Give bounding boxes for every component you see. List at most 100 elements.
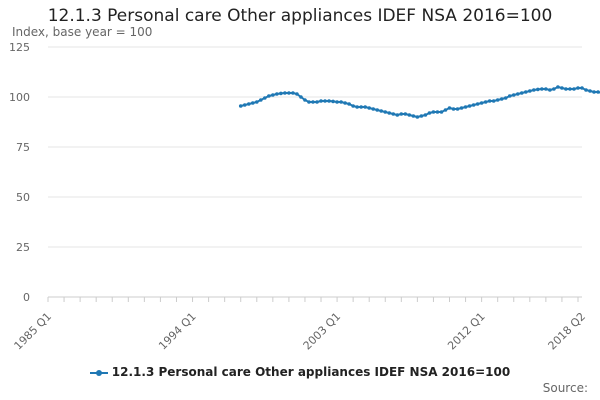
- data-point: [584, 88, 588, 92]
- data-point: [548, 88, 552, 92]
- data-point: [303, 98, 307, 102]
- y-axis-ticks: 0 25 50 75 100 125: [9, 41, 30, 304]
- y-tick-label: 25: [16, 241, 30, 254]
- data-point: [242, 103, 247, 107]
- data-point: [419, 114, 424, 118]
- data-point: [363, 105, 367, 109]
- y-tick-label: 125: [9, 41, 30, 54]
- x-tick-label: 1985 Q1: [12, 310, 55, 353]
- data-point: [263, 96, 267, 100]
- series-group: [238, 85, 600, 119]
- source-text: Source:: [542, 381, 588, 395]
- data-point: [287, 91, 291, 95]
- gridlines: [48, 46, 582, 248]
- data-point: [351, 104, 355, 108]
- x-tick-label: 2018 Q2: [546, 310, 589, 353]
- legend-series-marker: [89, 368, 108, 378]
- data-point: [327, 99, 331, 103]
- data-point: [564, 87, 568, 91]
- data-point: [411, 114, 416, 118]
- data-point: [560, 86, 564, 90]
- data-point: [467, 104, 472, 108]
- data-point: [552, 87, 556, 91]
- data-point: [507, 94, 512, 98]
- data-point: [311, 100, 315, 104]
- data-point: [347, 102, 351, 106]
- data-point: [519, 91, 524, 95]
- data-point: [283, 91, 287, 95]
- data-point: [532, 88, 536, 92]
- data-point: [540, 87, 544, 91]
- data-point: [592, 90, 596, 94]
- data-point: [443, 108, 448, 112]
- data-point: [568, 87, 572, 91]
- data-point: [487, 99, 492, 103]
- y-tick-label: 100: [9, 91, 30, 104]
- data-point: [447, 106, 452, 110]
- data-point: [259, 98, 263, 102]
- data-point: [279, 91, 283, 96]
- data-point: [576, 86, 580, 90]
- data-point: [391, 112, 396, 116]
- chart-title: 12.1.3 Personal care Other appliances ID…: [47, 6, 553, 26]
- data-point: [371, 107, 376, 111]
- data-point: [475, 102, 480, 106]
- x-tick-label: 2012 Q1: [445, 310, 488, 353]
- data-point: [427, 111, 432, 115]
- data-point: [556, 85, 560, 89]
- data-point: [491, 99, 496, 103]
- data-point: [367, 106, 372, 110]
- data-point: [483, 100, 488, 104]
- data-point: [359, 105, 363, 109]
- data-point: [295, 92, 299, 96]
- y-tick-label: 50: [16, 191, 30, 204]
- data-point: [267, 94, 271, 98]
- legend-series-label: 12.1.3 Personal care Other appliances ID…: [111, 365, 511, 379]
- legend[interactable]: 12.1.3 Personal care Other appliances ID…: [0, 365, 600, 379]
- data-point: [246, 102, 251, 106]
- x-tick-label: 1994 Q1: [156, 310, 199, 353]
- data-point: [523, 90, 528, 94]
- data-point: [588, 89, 592, 93]
- data-point: [511, 93, 516, 97]
- data-point: [455, 107, 460, 111]
- data-point: [499, 97, 504, 101]
- data-point: [423, 113, 428, 117]
- data-point: [503, 96, 508, 100]
- data-point: [379, 109, 384, 113]
- data-point: [439, 110, 444, 114]
- series-line: [240, 86, 600, 118]
- data-point: [407, 113, 412, 117]
- data-point: [451, 107, 456, 111]
- data-point: [355, 105, 359, 109]
- data-point: [339, 100, 343, 104]
- data-point: [572, 87, 576, 91]
- data-point: [580, 86, 584, 90]
- data-point: [596, 90, 600, 94]
- data-point: [238, 104, 243, 108]
- y-tick-label: 0: [23, 291, 30, 304]
- data-point: [471, 103, 476, 107]
- data-point: [291, 91, 295, 95]
- data-point: [415, 115, 420, 119]
- data-point: [515, 92, 520, 96]
- data-point: [495, 98, 500, 102]
- data-point: [459, 106, 464, 110]
- chart-subtitle: Index, base year = 100: [12, 25, 153, 39]
- data-point: [275, 92, 279, 96]
- data-point: [315, 100, 319, 104]
- data-point: [323, 99, 327, 103]
- data-point: [403, 112, 408, 116]
- data-point: [431, 110, 436, 114]
- data-point: [463, 105, 468, 109]
- data-point: [335, 100, 339, 104]
- data-point: [479, 101, 484, 105]
- data-point: [383, 110, 388, 114]
- x-axis: 1985 Q1 1994 Q1 2003 Q1 2012 Q1 2018 Q2: [12, 296, 589, 353]
- data-point: [536, 87, 540, 92]
- data-point: [254, 100, 259, 104]
- y-tick-label: 75: [16, 141, 30, 154]
- data-point: [387, 111, 392, 115]
- data-point: [299, 95, 303, 99]
- data-point: [319, 99, 323, 103]
